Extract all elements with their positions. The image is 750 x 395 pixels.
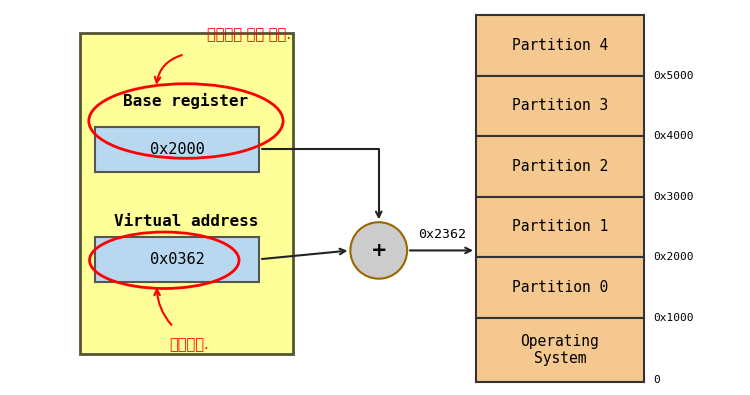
Text: Partition 0: Partition 0 — [512, 280, 608, 295]
FancyBboxPatch shape — [94, 127, 260, 172]
Text: 0x1000: 0x1000 — [653, 313, 694, 323]
FancyBboxPatch shape — [476, 257, 644, 318]
FancyBboxPatch shape — [476, 15, 644, 75]
Text: 0x2000: 0x2000 — [653, 252, 694, 262]
Text: +: + — [370, 241, 387, 260]
Text: 가상주소.: 가상주소. — [170, 337, 209, 352]
FancyBboxPatch shape — [476, 75, 644, 136]
Ellipse shape — [350, 222, 407, 279]
Text: Base register: Base register — [124, 93, 248, 109]
Text: 0x2000: 0x2000 — [149, 142, 204, 157]
FancyBboxPatch shape — [476, 136, 644, 197]
Text: 0x0362: 0x0362 — [149, 252, 204, 267]
Text: 0: 0 — [653, 375, 660, 385]
FancyBboxPatch shape — [476, 197, 644, 257]
Text: Partition 4: Partition 4 — [512, 38, 608, 53]
Text: Partition 3: Partition 3 — [512, 98, 608, 113]
Text: 0x3000: 0x3000 — [653, 192, 694, 201]
Text: Partition 1: Partition 1 — [512, 219, 608, 234]
Text: Operating
System: Operating System — [520, 333, 599, 366]
FancyBboxPatch shape — [94, 237, 260, 282]
Text: 0x4000: 0x4000 — [653, 131, 694, 141]
Text: 파티션의 시작 주소.: 파티션의 시작 주소. — [207, 27, 291, 42]
Text: Partition 2: Partition 2 — [512, 159, 608, 174]
FancyBboxPatch shape — [476, 318, 644, 382]
Text: 0x5000: 0x5000 — [653, 71, 694, 81]
Text: Virtual address: Virtual address — [114, 214, 258, 229]
Text: 0x2362: 0x2362 — [419, 228, 466, 241]
FancyBboxPatch shape — [80, 33, 292, 354]
